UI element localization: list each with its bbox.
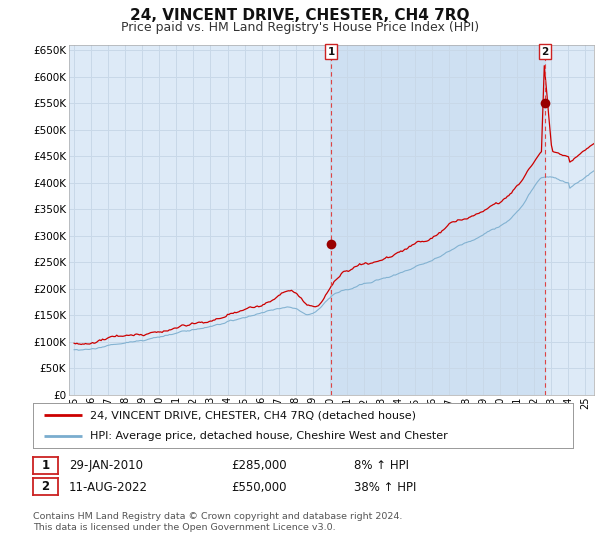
Text: 38% ↑ HPI: 38% ↑ HPI xyxy=(354,480,416,494)
Text: Contains HM Land Registry data © Crown copyright and database right 2024.
This d: Contains HM Land Registry data © Crown c… xyxy=(33,512,403,532)
Text: 8% ↑ HPI: 8% ↑ HPI xyxy=(354,459,409,473)
Text: 1: 1 xyxy=(328,46,335,57)
Text: 11-AUG-2022: 11-AUG-2022 xyxy=(69,480,148,494)
Text: 24, VINCENT DRIVE, CHESTER, CH4 7RQ (detached house): 24, VINCENT DRIVE, CHESTER, CH4 7RQ (det… xyxy=(90,410,416,421)
Text: 2: 2 xyxy=(541,46,548,57)
Text: £550,000: £550,000 xyxy=(231,480,287,494)
Text: HPI: Average price, detached house, Cheshire West and Chester: HPI: Average price, detached house, Ches… xyxy=(90,431,448,441)
Text: 29-JAN-2010: 29-JAN-2010 xyxy=(69,459,143,473)
Bar xyxy=(331,45,545,395)
Text: £285,000: £285,000 xyxy=(231,459,287,473)
Text: Price paid vs. HM Land Registry's House Price Index (HPI): Price paid vs. HM Land Registry's House … xyxy=(121,21,479,34)
Text: 24, VINCENT DRIVE, CHESTER, CH4 7RQ: 24, VINCENT DRIVE, CHESTER, CH4 7RQ xyxy=(130,8,470,24)
Text: 1: 1 xyxy=(41,459,50,472)
Text: 2: 2 xyxy=(41,480,50,493)
